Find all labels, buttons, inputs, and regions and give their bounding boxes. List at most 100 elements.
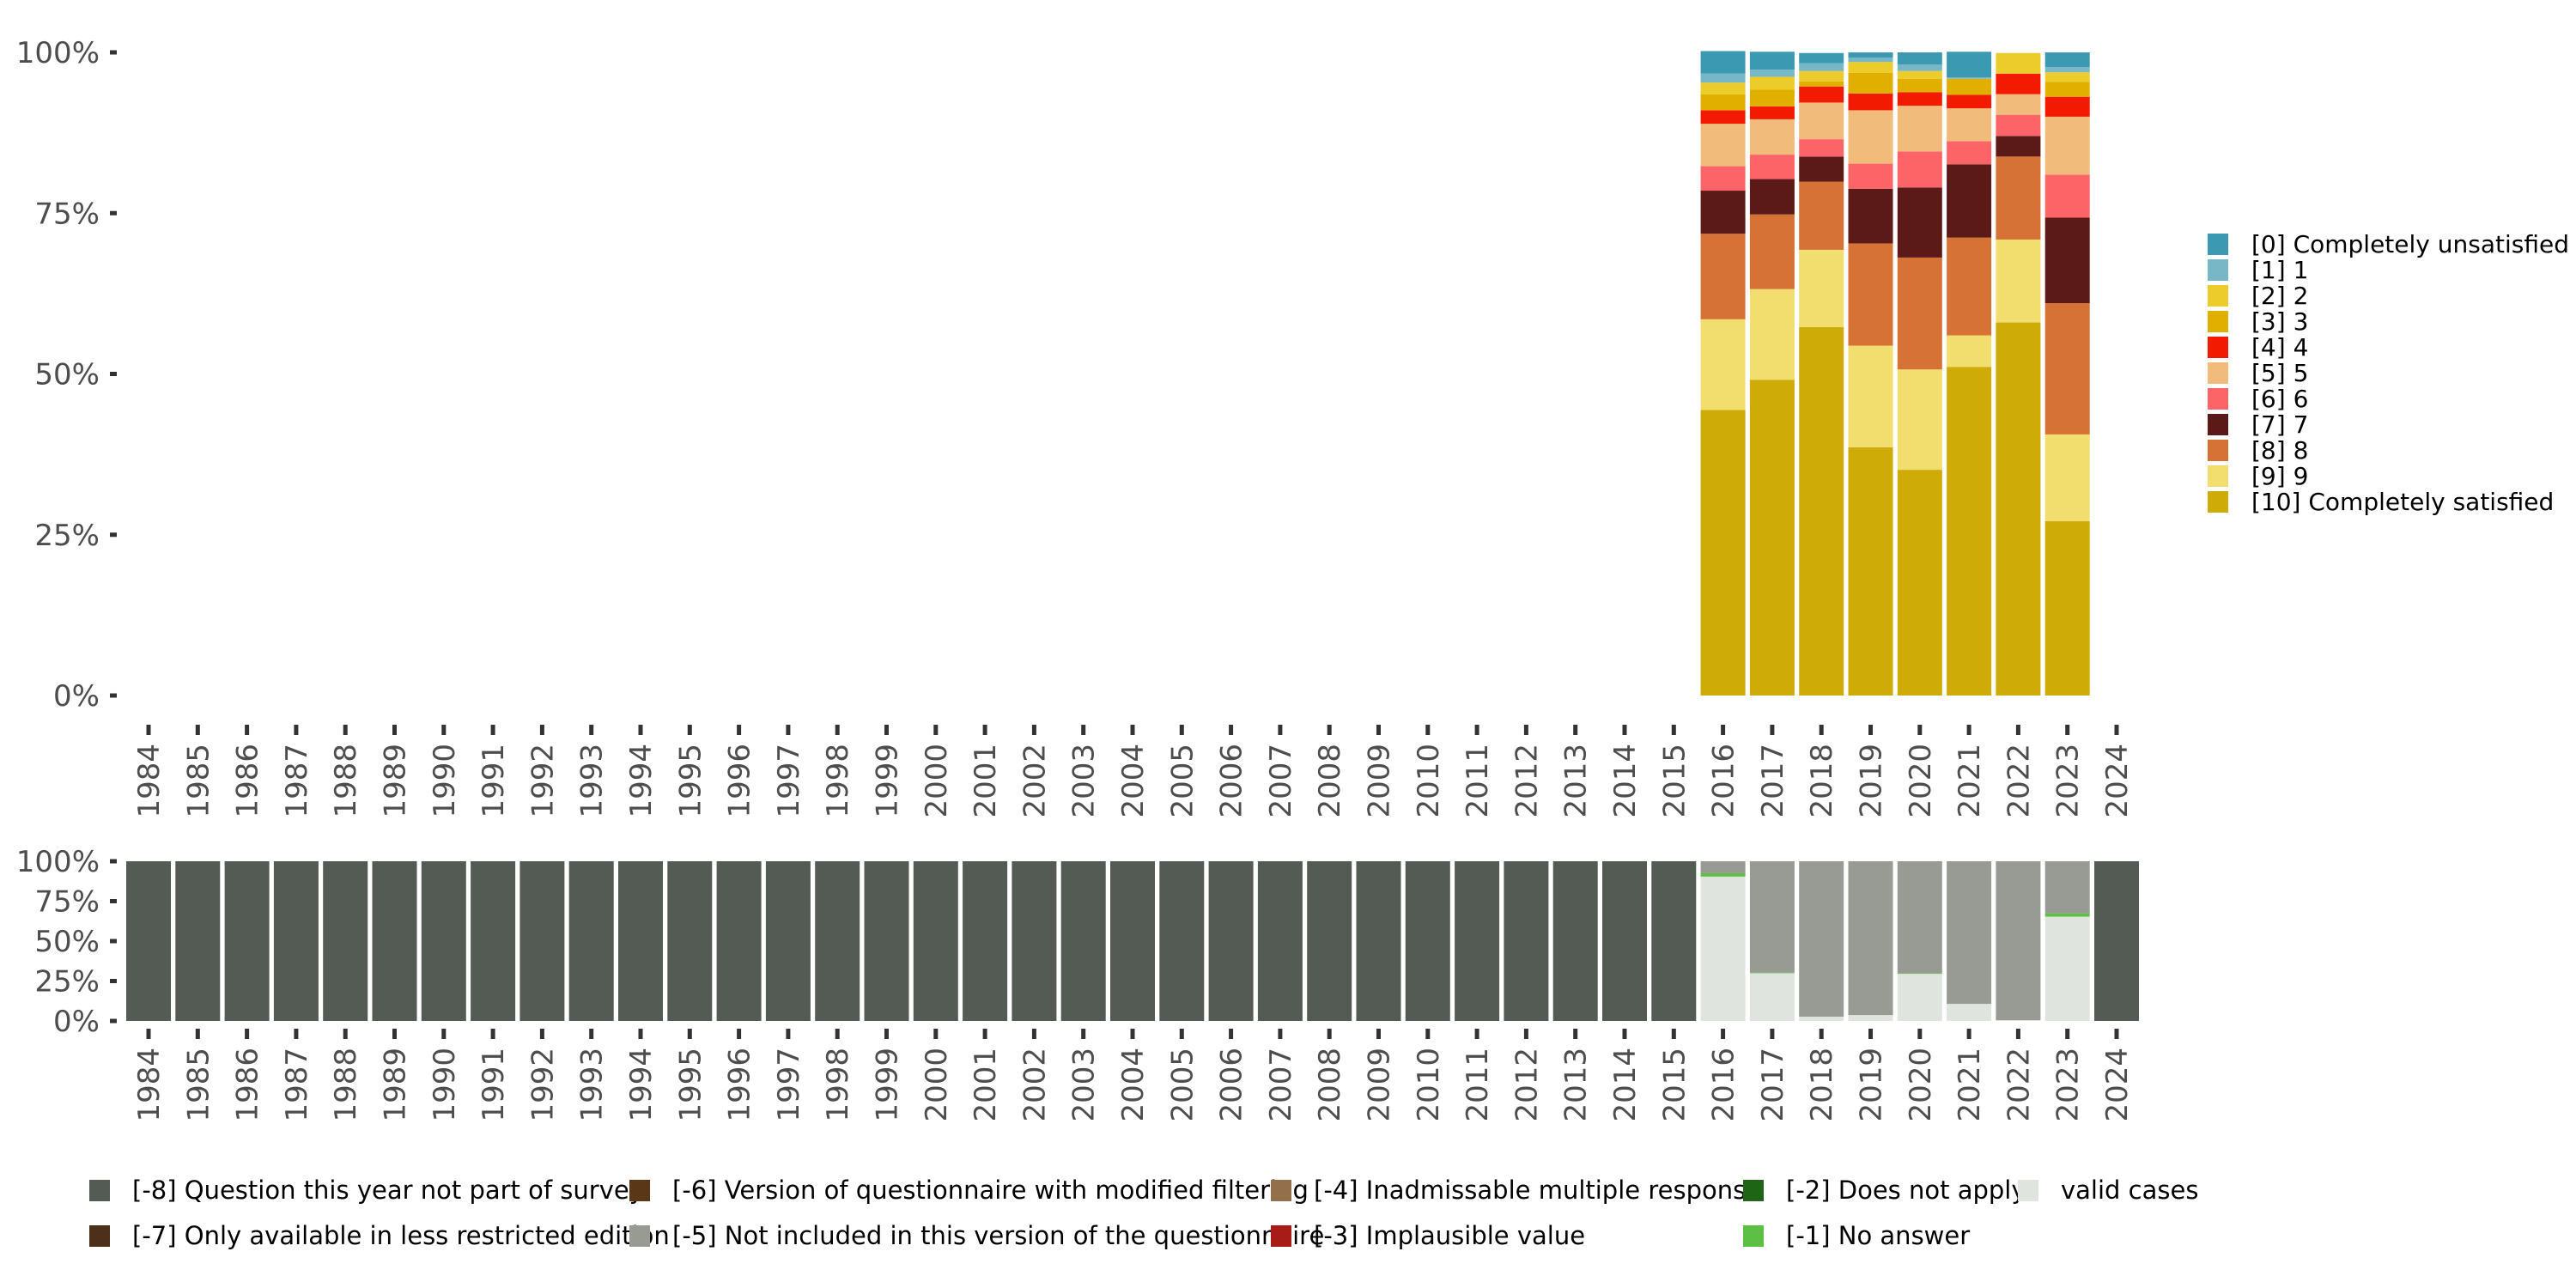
bottom-y-tick-label: 50% (34, 925, 100, 959)
bottom-bar-segment (2044, 916, 2090, 1021)
top-legend-label: [1] 1 (2251, 256, 2308, 284)
top-y-tick-label: 75% (34, 197, 100, 231)
bottom-y-axis: 0% 25% 50% 75% 100% (16, 845, 117, 1039)
bottom-x-tick-label: 1998 (821, 1048, 855, 1122)
top-bar-segment (1700, 234, 1746, 319)
top-x-tick-label: 2015 (1657, 744, 1692, 818)
bottom-bar-segment (1749, 972, 1795, 974)
top-x-tick-label: 1997 (772, 744, 806, 818)
bottom-x-tick-label: 2013 (1559, 1048, 1594, 1122)
bottom-x-tick-label: 1986 (231, 1048, 265, 1122)
top-bar-segment (1799, 326, 1844, 696)
bottom-x-tick-label: 1988 (329, 1048, 363, 1122)
top-bar-segment (1799, 139, 1844, 157)
top-bar-segment (1897, 64, 1942, 71)
top-x-tick-label: 2021 (1953, 744, 1987, 818)
bottom-x-tick-label: 1989 (379, 1048, 413, 1122)
bottom-x-tick-label: 2018 (1805, 1048, 1839, 1122)
top-x-tick-label: 1992 (526, 744, 560, 818)
top-bar-segment (1799, 102, 1844, 140)
top-bar-segment (1700, 166, 1746, 191)
bottom-bar-segment (963, 861, 1008, 1021)
top-bar-segment (1897, 151, 1942, 188)
top-bars (1700, 51, 2090, 696)
top-x-tick-label: 1989 (379, 744, 413, 818)
top-bar-segment (1848, 93, 1893, 111)
bottom-x-tick-label: 2008 (1313, 1048, 1347, 1122)
bottom-x-tick-label: 1997 (772, 1048, 806, 1122)
bottom-y-tick-label: 75% (34, 885, 100, 920)
top-bar-segment (1947, 237, 1992, 336)
top-bar-segment (1848, 345, 1893, 447)
bottom-x-tick-label: 2000 (920, 1048, 954, 1122)
bottom-x-tick-label: 2017 (1756, 1048, 1790, 1122)
top-bar-segment (1947, 108, 1992, 142)
bottom-x-tick-label: 2004 (1116, 1048, 1151, 1122)
top-bar-segment (1799, 181, 1844, 250)
bottom-x-tick-label: 2006 (1215, 1048, 1249, 1122)
bottom-bar-segment (1651, 861, 1697, 1021)
top-bar-segment (1848, 163, 1893, 189)
bottom-bar-segment (1700, 861, 1746, 873)
top-bar-segment (1749, 76, 1795, 90)
top-bar-segment (2044, 82, 2090, 97)
top-legend-swatch (2208, 285, 2228, 307)
bottom-bar-segment (372, 861, 417, 1021)
top-x-tick-label: 2007 (1264, 744, 1298, 818)
bottom-x-tick-label: 2009 (1363, 1048, 1397, 1122)
top-bar-segment (1996, 239, 2041, 323)
bottom-legend-label: [-8] Question this year not part of surv… (132, 1176, 644, 1205)
bottom-bar-segment (1799, 861, 1844, 1017)
bottom-legend-label: [-3] Implausible value (1314, 1221, 1585, 1250)
top-x-tick-label: 1984 (132, 744, 167, 818)
top-legend-label: [8] 8 (2251, 436, 2308, 465)
top-bar-segment (1700, 73, 1746, 83)
top-x-tick-label: 2014 (1608, 744, 1643, 818)
top-bar-segment (1700, 319, 1746, 410)
top-bar-segment (1799, 52, 1844, 64)
bottom-bar-segment (1012, 861, 1057, 1021)
top-bar-segment (1996, 52, 2041, 74)
top-x-tick-label: 2016 (1707, 744, 1741, 818)
top-bar-segment (1947, 77, 1992, 79)
top-bar-segment (1897, 92, 1942, 106)
bottom-bars (126, 861, 2139, 1021)
top-legend-label: [9] 9 (2251, 462, 2308, 490)
bottom-y-tick-label: 100% (16, 845, 100, 879)
bottom-bar-segment (1749, 973, 1795, 1021)
bottom-bar-segment (815, 861, 860, 1021)
top-x-tick-label: 2002 (1018, 744, 1052, 818)
top-bar-segment (1700, 82, 1746, 94)
top-bar-segment (1799, 81, 1844, 87)
bottom-x-tick-label: 2016 (1707, 1048, 1741, 1122)
top-bar-segment (1848, 447, 1893, 696)
top-x-tick-label: 2018 (1805, 744, 1839, 818)
bottom-x-tick-label: 1991 (477, 1048, 511, 1122)
top-legend-swatch (2208, 311, 2228, 332)
bottom-legend: [-8] Question this year not part of surv… (89, 1176, 2198, 1250)
top-bar-segment (1749, 89, 1795, 106)
bottom-legend-swatch (629, 1180, 650, 1201)
top-x-tick-label: 1993 (575, 744, 610, 818)
top-x-tick-label: 2009 (1363, 744, 1397, 818)
top-legend-label: [10] Completely satisfied (2251, 488, 2554, 516)
bottom-bar-segment (1356, 861, 1401, 1021)
top-x-tick-label: 1998 (821, 744, 855, 818)
bottom-x-tick-label: 2007 (1264, 1048, 1298, 1122)
top-bar-segment (1947, 335, 1992, 368)
top-legend-label: [6] 6 (2251, 385, 2308, 413)
top-bar-segment (2044, 217, 2090, 304)
top-legend-label: [0] Completely unsatisfied (2251, 230, 2569, 258)
bottom-bar-segment (1749, 861, 1795, 973)
bottom-bar-segment (175, 861, 221, 1021)
top-x-tick-label: 2024 (2100, 744, 2135, 818)
top-bar-segment (1848, 188, 1893, 244)
top-x-tick-label: 1994 (624, 744, 659, 818)
top-legend-swatch (2208, 259, 2228, 281)
bottom-bar-segment (913, 861, 958, 1021)
bottom-legend-swatch (1743, 1180, 1764, 1201)
bottom-x-tick-label: 2019 (1855, 1048, 1889, 1122)
bottom-x-tick-label: 1995 (673, 1048, 708, 1122)
top-legend-swatch (2208, 388, 2228, 410)
